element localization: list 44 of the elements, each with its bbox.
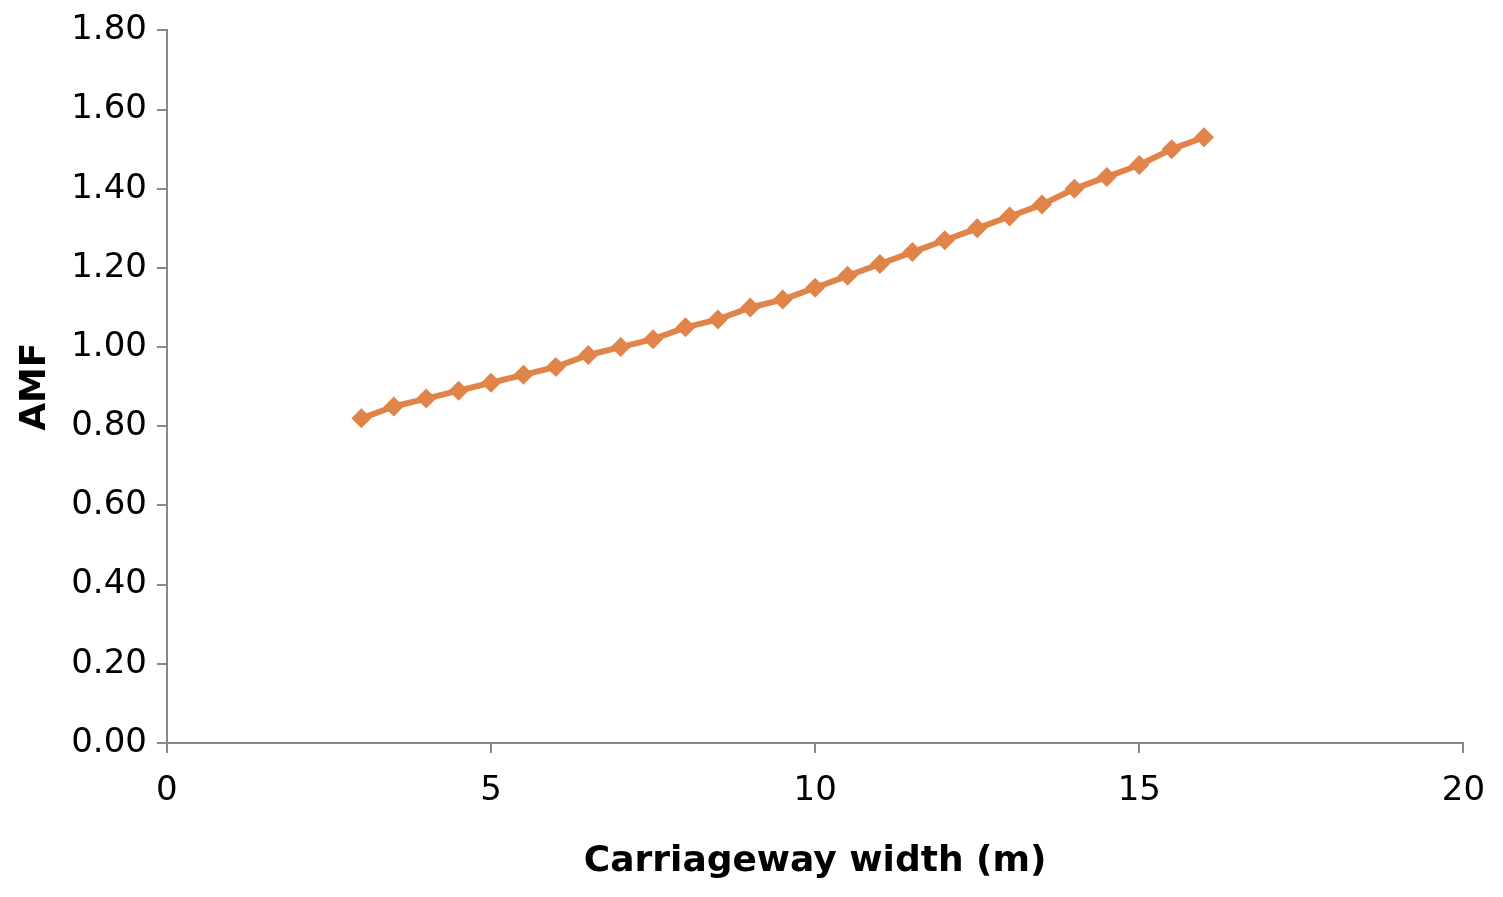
- point: [643, 329, 664, 350]
- point: [1161, 139, 1182, 160]
- y-tick-label: 0.20: [71, 640, 147, 681]
- point: [967, 218, 988, 239]
- point: [1064, 178, 1085, 199]
- y-tick-label: 1.20: [71, 244, 147, 285]
- point: [610, 337, 631, 358]
- y-tick-label: 0.60: [71, 482, 147, 523]
- x-tick-label: 10: [793, 768, 837, 809]
- y-tick-label: 1.40: [71, 165, 147, 206]
- point: [837, 265, 858, 286]
- point: [805, 277, 826, 298]
- point: [383, 396, 404, 417]
- point: [1032, 194, 1053, 215]
- x-tick-label: 0: [156, 768, 178, 809]
- point: [869, 253, 890, 274]
- point: [351, 408, 372, 429]
- x-tick-label: 15: [1117, 768, 1161, 809]
- point: [513, 364, 534, 385]
- y-tick-label: 0.40: [71, 561, 147, 602]
- point: [902, 242, 923, 263]
- y-tick-label: 1.60: [71, 86, 147, 127]
- point: [578, 345, 599, 366]
- point: [1129, 155, 1150, 175]
- y-tick-label: 0.80: [71, 403, 147, 444]
- y-axis-title: AMF: [11, 342, 53, 431]
- point: [416, 388, 437, 409]
- point: [707, 309, 728, 330]
- point: [740, 297, 761, 318]
- x-tick-label: 20: [1441, 768, 1485, 809]
- point: [772, 289, 793, 310]
- point: [934, 230, 955, 251]
- point: [1096, 166, 1117, 187]
- point: [999, 206, 1020, 227]
- y-tick-label: 0.00: [71, 719, 147, 760]
- x-axis-title: Carriageway width (m): [583, 837, 1047, 879]
- point: [481, 372, 502, 393]
- point: [675, 317, 696, 338]
- y-tick-label: 1.00: [71, 323, 147, 364]
- point: [545, 356, 566, 377]
- point: [1194, 127, 1215, 148]
- x-tick-label: 5: [480, 768, 502, 809]
- point: [448, 380, 469, 401]
- y-tick-label: 1.80: [71, 7, 147, 48]
